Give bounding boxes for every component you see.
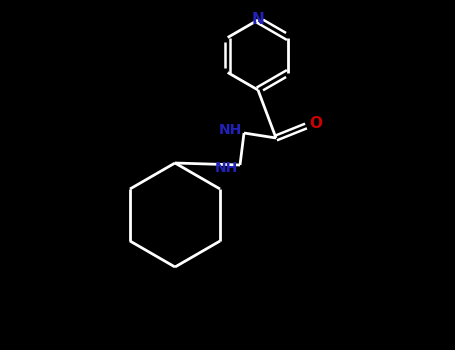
Text: N: N bbox=[252, 13, 264, 28]
Text: NH: NH bbox=[218, 123, 242, 137]
Text: O: O bbox=[309, 117, 323, 132]
Text: NH: NH bbox=[214, 161, 238, 175]
